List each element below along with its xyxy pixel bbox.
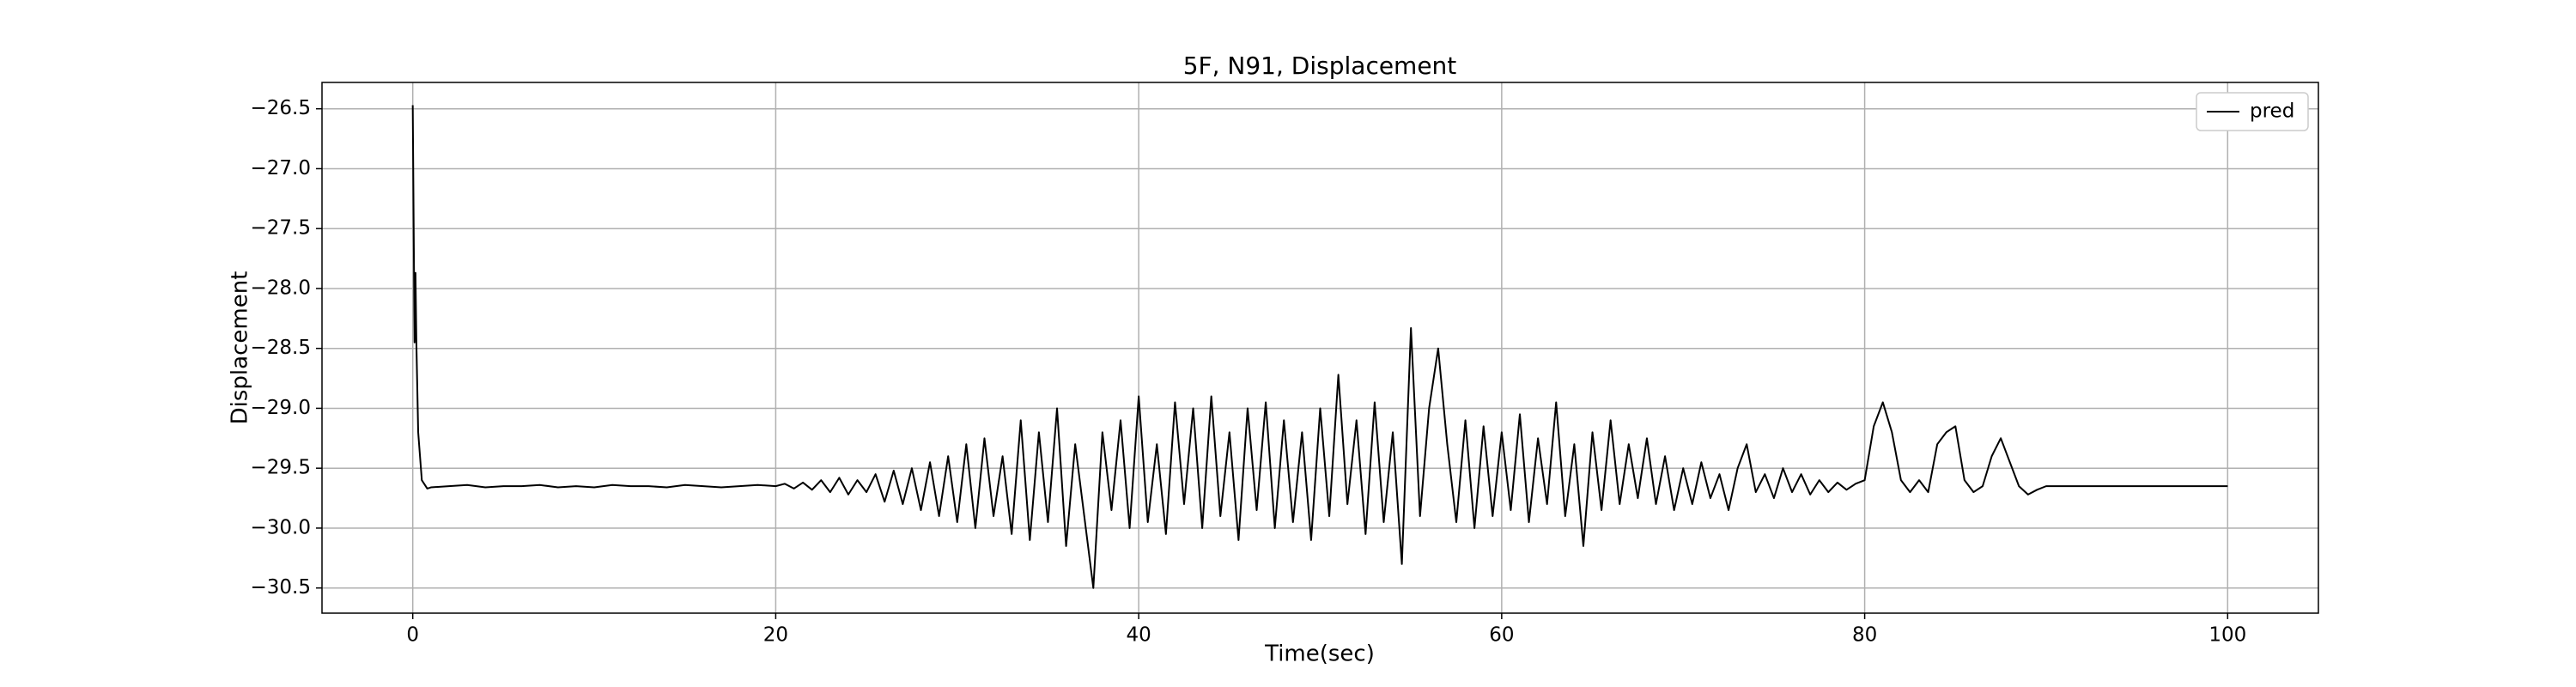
y-tick-label: −29.5	[251, 457, 311, 479]
x-tick-label: 0	[406, 624, 419, 647]
x-tick-label: 100	[2208, 624, 2246, 647]
y-tick-label: −26.5	[251, 97, 311, 119]
y-tick-label: −28.0	[251, 277, 311, 299]
y-tick-label: −28.5	[251, 337, 311, 359]
y-tick-label: −29.0	[251, 397, 311, 419]
legend-label: pred	[2250, 100, 2294, 123]
chart-title: 5F, N91, Displacement	[1183, 52, 1457, 80]
data-line	[411, 105, 2228, 589]
y-tick-label: −27.0	[251, 157, 311, 179]
y-tick-label: −30.0	[251, 516, 311, 538]
x-tick-label: 60	[1489, 624, 1514, 647]
legend-box	[2196, 92, 2309, 131]
x-tick-label: 80	[1852, 624, 1877, 647]
x-tick-label: 20	[763, 624, 788, 647]
y-axis-label: Displacement	[228, 271, 253, 425]
plot-frame	[321, 82, 2319, 614]
x-axis-label: Time(sec)	[1264, 641, 1375, 667]
y-tick-label: −27.5	[251, 217, 311, 240]
y-tick-label: −30.5	[251, 576, 311, 599]
x-tick-label: 40	[1126, 624, 1151, 647]
